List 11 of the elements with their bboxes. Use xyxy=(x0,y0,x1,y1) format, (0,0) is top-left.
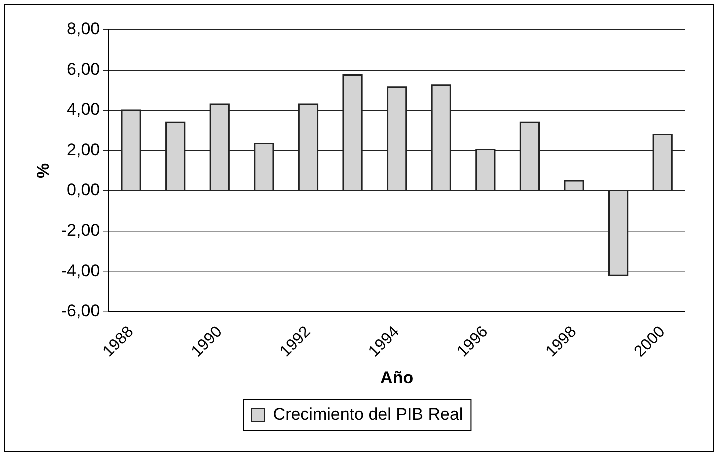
y-tick-label: -2,00 xyxy=(61,221,100,240)
legend-label: Crecimiento del PIB Real xyxy=(273,405,464,424)
y-tick-label: 8,00 xyxy=(67,20,100,39)
y-tick-label: 0,00 xyxy=(67,180,100,200)
x-axis-title: Año xyxy=(380,368,414,388)
y-tick-label: -6,00 xyxy=(61,302,100,321)
y-tick-label: 4,00 xyxy=(67,100,100,120)
y-tick-label: 2,00 xyxy=(67,140,100,160)
y-axis-title: % xyxy=(34,163,53,178)
y-tick-label: -4,00 xyxy=(61,261,100,280)
y-tick-label: 6,00 xyxy=(67,60,100,79)
